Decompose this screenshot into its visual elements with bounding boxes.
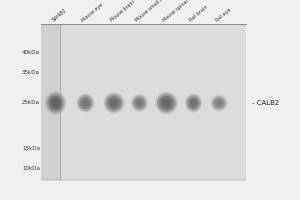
Ellipse shape (107, 96, 121, 110)
Ellipse shape (155, 92, 178, 114)
Text: 10kDa: 10kDa (22, 166, 40, 171)
Ellipse shape (78, 95, 93, 111)
Ellipse shape (212, 96, 226, 110)
Text: Rat eye: Rat eye (214, 7, 232, 23)
Text: 25kDa: 25kDa (22, 100, 40, 106)
Ellipse shape (159, 96, 174, 110)
Ellipse shape (188, 97, 199, 109)
Ellipse shape (210, 95, 228, 112)
Ellipse shape (80, 97, 91, 109)
Ellipse shape (45, 92, 66, 114)
Ellipse shape (46, 93, 64, 113)
Text: SW480: SW480 (51, 8, 67, 23)
Text: Mouse eye: Mouse eye (81, 2, 104, 23)
Bar (40, 24, 246, 180)
Text: Mouse spinal cord: Mouse spinal cord (162, 0, 199, 23)
Ellipse shape (51, 98, 60, 108)
Ellipse shape (110, 99, 118, 107)
Bar (40, 24, 60, 180)
Ellipse shape (190, 99, 197, 107)
Text: Mouse small intestine: Mouse small intestine (135, 0, 179, 23)
Text: 40kDa: 40kDa (22, 50, 40, 55)
Ellipse shape (82, 99, 89, 107)
Ellipse shape (132, 95, 147, 111)
Ellipse shape (136, 99, 143, 107)
Ellipse shape (215, 100, 223, 106)
Text: - CALB2: - CALB2 (252, 100, 279, 106)
Text: 35kDa: 35kDa (22, 71, 40, 75)
Ellipse shape (185, 94, 202, 112)
Text: Mouse brain: Mouse brain (109, 0, 136, 23)
Text: Rat brain: Rat brain (189, 5, 209, 23)
Text: 15kDa: 15kDa (22, 146, 40, 152)
Ellipse shape (157, 94, 176, 112)
Ellipse shape (105, 94, 123, 112)
Ellipse shape (134, 97, 145, 109)
Ellipse shape (49, 96, 62, 110)
Ellipse shape (186, 95, 201, 111)
Ellipse shape (131, 94, 148, 112)
Ellipse shape (213, 97, 225, 109)
Ellipse shape (76, 94, 94, 112)
Ellipse shape (103, 92, 124, 114)
Ellipse shape (162, 99, 171, 107)
